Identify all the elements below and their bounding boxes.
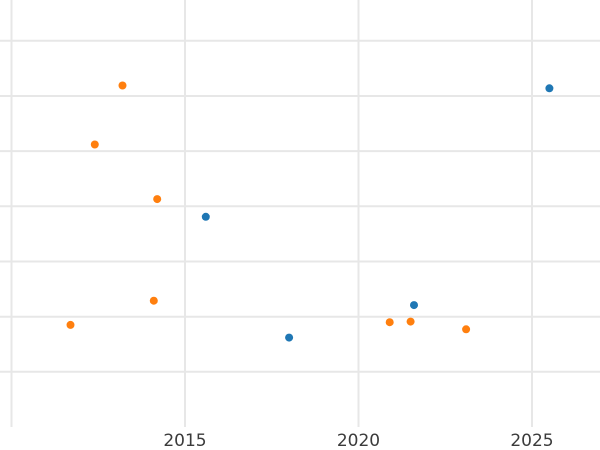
data-point-orange-series xyxy=(406,317,415,326)
data-point-blue-series xyxy=(545,84,554,93)
x-axis-tick-labels-group: 2015 2020 2025 xyxy=(163,431,553,450)
data-point-orange-series xyxy=(149,296,158,305)
data-point-orange-series xyxy=(153,195,162,204)
data-point-orange-series xyxy=(462,325,471,334)
data-point-orange-series xyxy=(118,81,127,90)
x-tick-label: 2015 xyxy=(163,431,206,450)
data-point-orange-series xyxy=(385,318,394,327)
x-tick-label: 2020 xyxy=(337,431,380,450)
data-point-blue-series xyxy=(201,212,210,221)
x-tick-label: 2025 xyxy=(510,431,553,450)
gridlines-group xyxy=(0,0,600,427)
data-point-blue-series xyxy=(285,333,294,342)
data-point-orange-series xyxy=(66,320,75,329)
data-point-orange-series xyxy=(90,140,99,149)
data-points-group xyxy=(66,81,554,342)
data-point-blue-series xyxy=(410,301,418,310)
